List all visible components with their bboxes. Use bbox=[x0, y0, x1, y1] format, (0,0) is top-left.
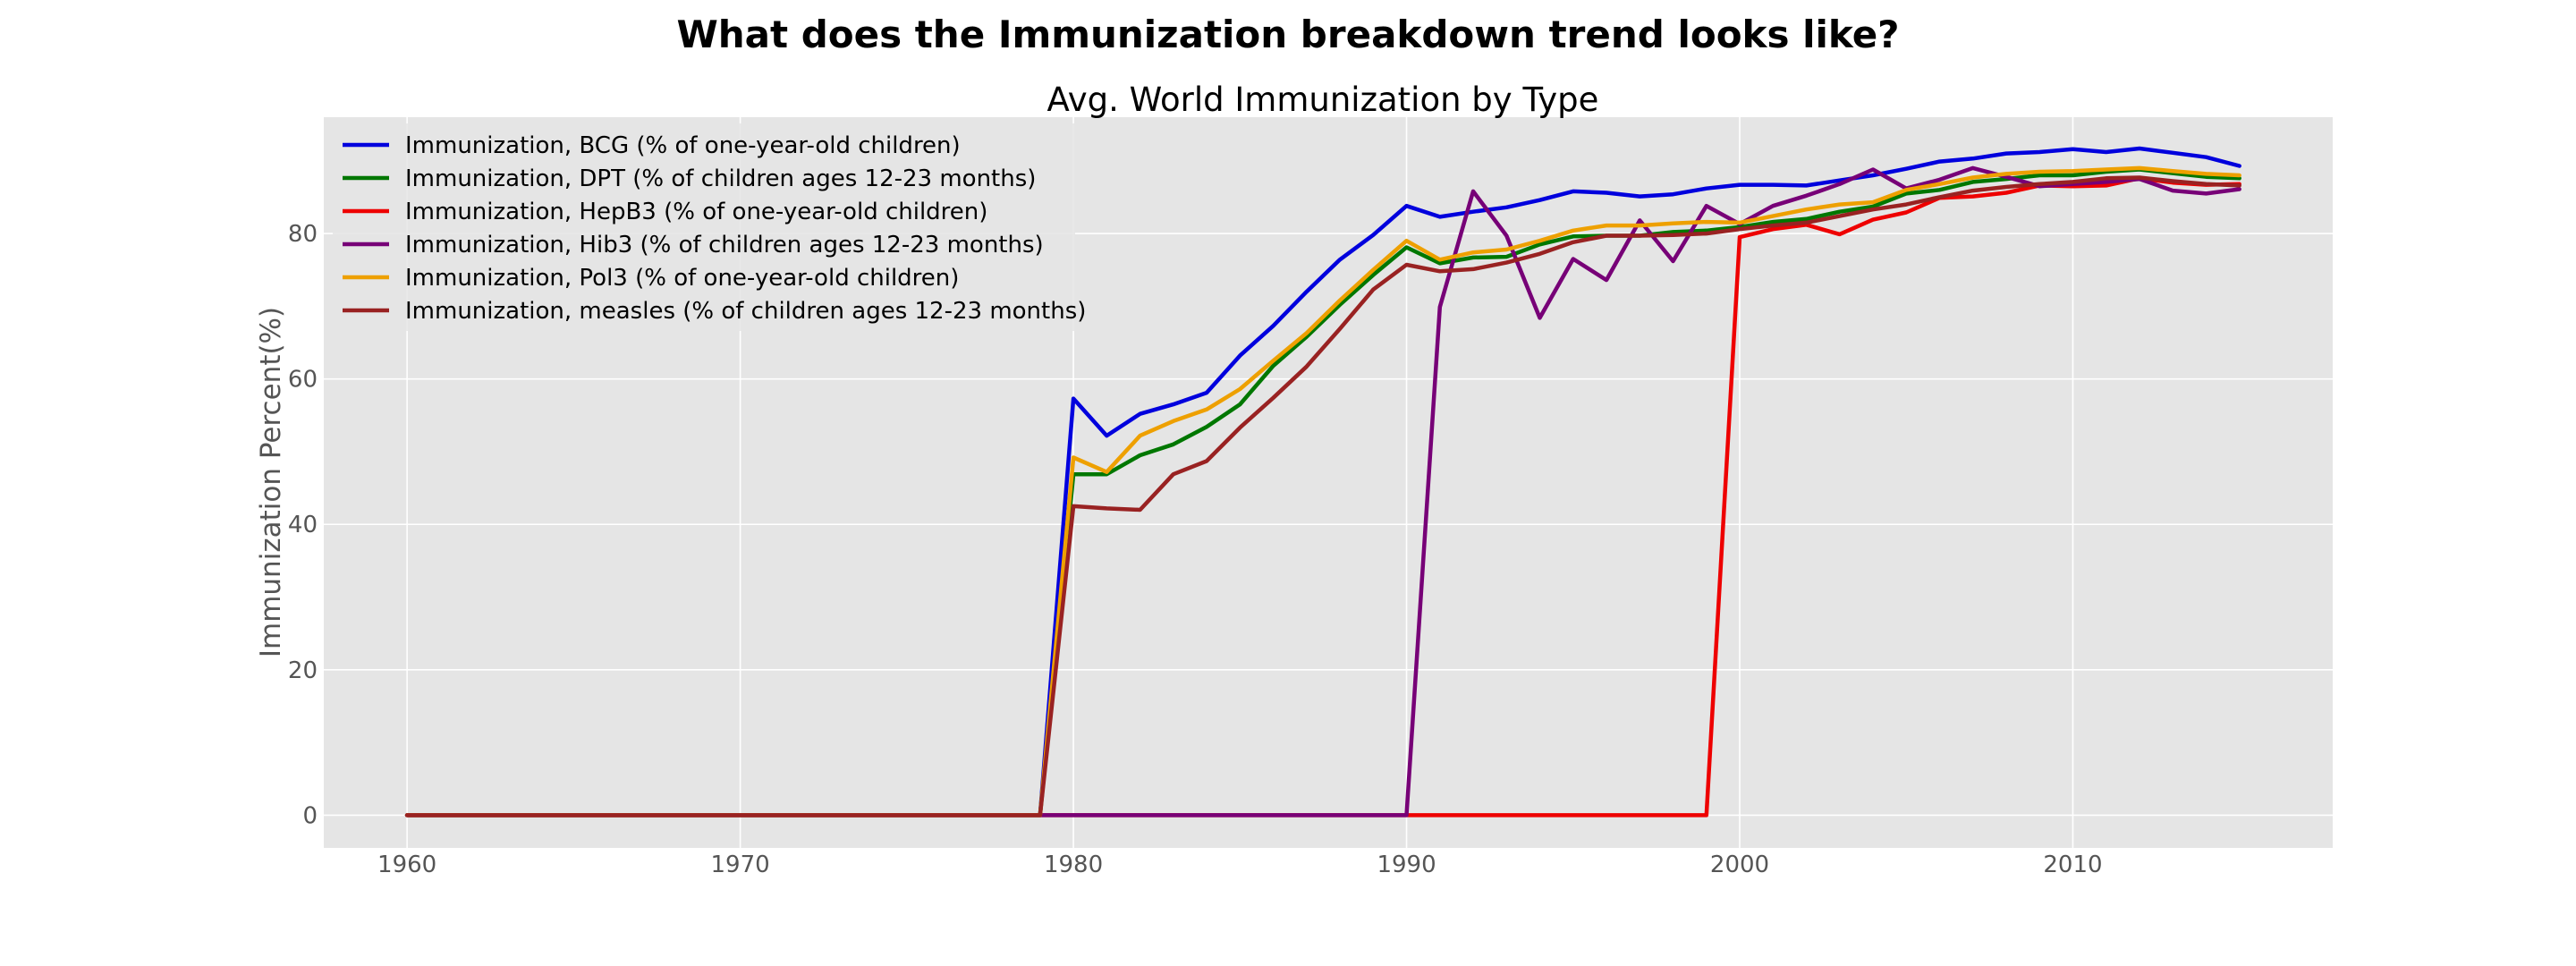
legend-label-1: Immunization, DPT (% of children ages 12… bbox=[405, 165, 1036, 192]
chart-suptitle: What does the Immunization breakdown tre… bbox=[676, 13, 1900, 56]
x-tick-label: 1960 bbox=[377, 852, 436, 878]
y-axis-ticks: 0 20 40 60 80 bbox=[288, 221, 318, 829]
series-lines bbox=[404, 146, 2241, 818]
y-tick-label: 40 bbox=[288, 512, 318, 538]
series-line-5 bbox=[404, 175, 2241, 818]
legend: Immunization, BCG (% of one-year-old chi… bbox=[333, 123, 1086, 331]
legend-label-0: Immunization, BCG (% of one-year-old chi… bbox=[405, 132, 961, 159]
y-tick-label: 60 bbox=[288, 367, 318, 394]
x-axis-ticks: 1960 1970 1980 1990 2000 2010 bbox=[377, 852, 2103, 878]
legend-label-2: Immunization, HepB3 (% of one-year-old c… bbox=[405, 199, 987, 225]
legend-label-5: Immunization, measles (% of children age… bbox=[405, 298, 1086, 325]
legend-label-4: Immunization, Pol3 (% of one-year-old ch… bbox=[405, 265, 959, 292]
x-tick-label: 1990 bbox=[1377, 852, 1436, 878]
legend-label-3: Immunization, Hib3 (% of children ages 1… bbox=[405, 232, 1044, 258]
y-tick-label: 20 bbox=[288, 657, 318, 684]
y-tick-label: 0 bbox=[302, 802, 318, 829]
chart-title: Avg. World Immunization by Type bbox=[1047, 80, 1599, 119]
x-tick-label: 1970 bbox=[711, 852, 770, 878]
x-tick-label: 2000 bbox=[1710, 852, 1769, 878]
legend-box bbox=[333, 123, 1075, 331]
y-tick-label: 80 bbox=[288, 221, 318, 248]
y-axis-label: Immunization Percent(%) bbox=[255, 307, 287, 657]
x-tick-label: 1980 bbox=[1044, 852, 1103, 878]
x-tick-label: 2010 bbox=[2043, 852, 2102, 878]
